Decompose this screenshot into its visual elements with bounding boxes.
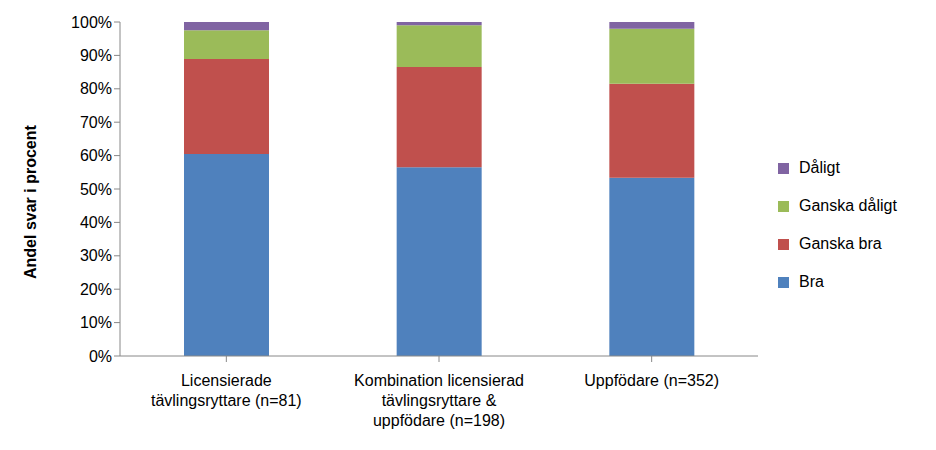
html-text:Dåligt: Dåligt xyxy=(799,159,840,176)
svg-text:60%: 60% xyxy=(80,147,112,164)
svg-text:0%: 0% xyxy=(89,348,112,365)
svg-text:Kombination licensieradtävling: Kombination licensieradtävlingsryttare &… xyxy=(354,372,524,429)
svg-text:Uppfödare (n=352): Uppfödare (n=352) xyxy=(584,372,719,389)
html-text:Ganska bra: Ganska bra xyxy=(799,235,882,252)
svg-text:100%: 100% xyxy=(71,14,112,31)
svg-text:Licensieradetävlingsryttare (n: Licensieradetävlingsryttare (n=81) xyxy=(151,372,302,409)
svg-text:40%: 40% xyxy=(80,214,112,231)
svg-text:80%: 80% xyxy=(80,80,112,97)
html-text:Ganska dåligt: Ganska dåligt xyxy=(799,197,897,214)
svg-text:90%: 90% xyxy=(80,47,112,64)
svg-text:20%: 20% xyxy=(80,281,112,298)
svg-text:30%: 30% xyxy=(80,247,112,264)
svg-text:10%: 10% xyxy=(80,314,112,331)
svg-text:Andel svar i procent: Andel svar i procent xyxy=(22,125,39,279)
html-text:Bra: Bra xyxy=(799,273,824,290)
svg-text:50%: 50% xyxy=(80,181,112,198)
svg-text:70%: 70% xyxy=(80,114,112,131)
